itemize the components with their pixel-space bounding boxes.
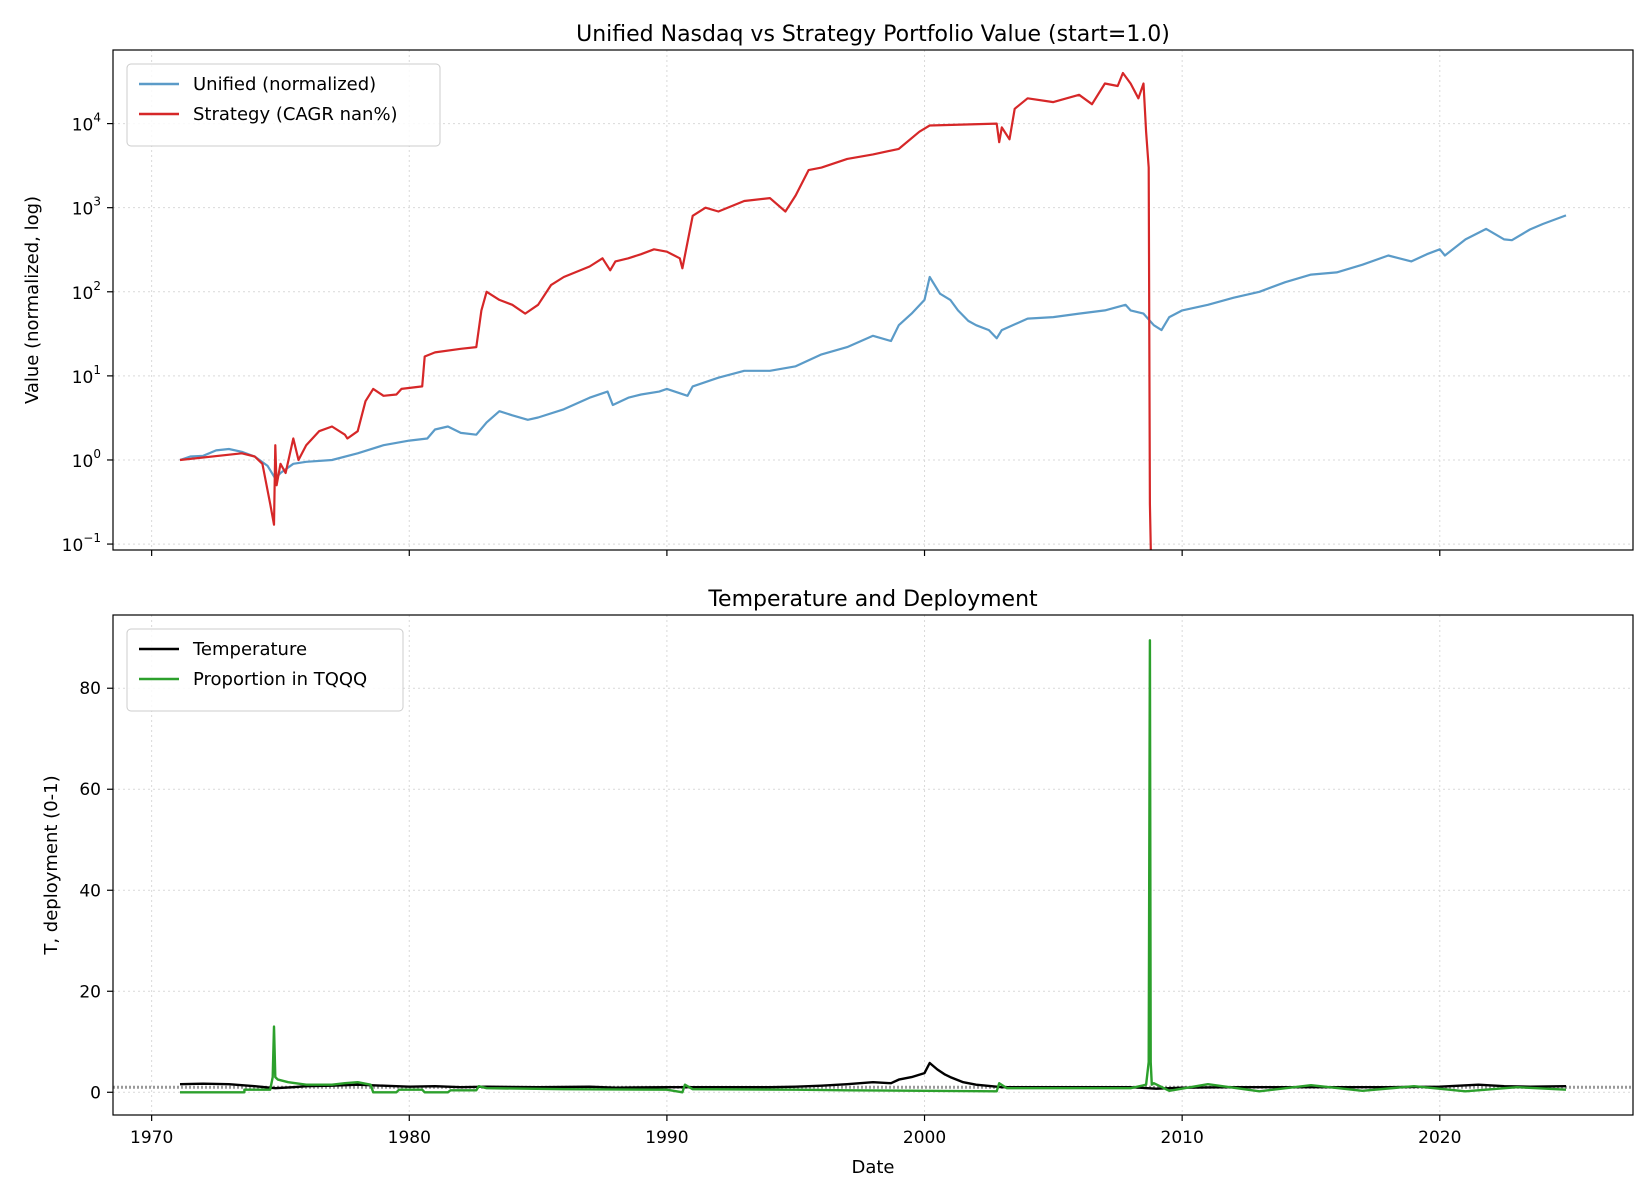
chart-title-top: Unified Nasdaq vs Strategy Portfolio Val… bbox=[576, 22, 1170, 47]
y-tick-label: 10−1 bbox=[62, 531, 101, 556]
grid-bottom bbox=[113, 615, 1633, 1115]
x-tick-label: 2000 bbox=[903, 1128, 946, 1148]
legend-box bbox=[126, 63, 441, 147]
x-tick-label: 1980 bbox=[388, 1128, 431, 1148]
y-tick-label: 20 bbox=[79, 982, 101, 1002]
legend-label: Unified (normalized) bbox=[193, 74, 376, 95]
y-axis-label-top: Value (normalized, log) bbox=[22, 196, 43, 404]
axes-frame-top bbox=[112, 49, 1634, 551]
y-tick-label: 103 bbox=[72, 195, 101, 220]
x-tick-label: 2010 bbox=[1161, 1128, 1204, 1148]
x-tick-label: 1990 bbox=[645, 1128, 688, 1148]
y-axis-label-bottom: T, deployment (0-1) bbox=[41, 775, 62, 955]
legend-label: Strategy (CAGR nan%) bbox=[193, 104, 398, 125]
y-tick-label: 0 bbox=[90, 1083, 101, 1103]
x-ticks-top bbox=[151, 550, 1441, 556]
plot-area-top bbox=[179, 71, 1567, 550]
legend-label: Temperature bbox=[192, 639, 307, 660]
x-tick-label: 2020 bbox=[1418, 1128, 1461, 1148]
series-line-unified bbox=[179, 214, 1567, 480]
y-tick-label: 60 bbox=[79, 780, 101, 800]
chart-title-bottom: Temperature and Deployment bbox=[707, 587, 1038, 612]
series-line-temperature bbox=[179, 1061, 1567, 1090]
y-tick-label: 100 bbox=[72, 447, 101, 472]
y-tick-label: 102 bbox=[72, 279, 101, 304]
x-ticks-bottom: 1970 1980 1990 2000 2010 2020 bbox=[130, 1115, 1461, 1148]
y-tick-label: 104 bbox=[72, 111, 101, 136]
series-line-tqqq-proportion bbox=[180, 639, 1567, 1094]
x-tick-label: 1970 bbox=[130, 1128, 173, 1148]
y-ticks-bottom: 0 20 40 60 80 bbox=[79, 679, 113, 1103]
y-ticks-top: 10−1 100 101 102 103 104 bbox=[62, 111, 113, 556]
y-tick-label: 40 bbox=[79, 881, 101, 901]
legend-box bbox=[126, 628, 404, 712]
x-axis-label: Date bbox=[851, 1157, 894, 1178]
chart-top: Unified Nasdaq vs Strategy Portfolio Val… bbox=[22, 22, 1634, 556]
legend-bottom: Temperature Proportion in TQQQ bbox=[126, 628, 404, 712]
series-line-strategy bbox=[179, 71, 1152, 550]
chart-bottom: Temperature and Deployment 0 20 40 60 80 197… bbox=[41, 587, 1634, 1178]
legend-top: Unified (normalized) Strategy (CAGR nan%) bbox=[126, 63, 441, 147]
axes-frame-bottom bbox=[112, 614, 1634, 1116]
y-tick-label: 80 bbox=[79, 679, 101, 699]
plot-area-bottom bbox=[179, 639, 1567, 1094]
legend-label: Proportion in TQQQ bbox=[193, 669, 367, 690]
y-tick-label: 101 bbox=[72, 363, 101, 388]
